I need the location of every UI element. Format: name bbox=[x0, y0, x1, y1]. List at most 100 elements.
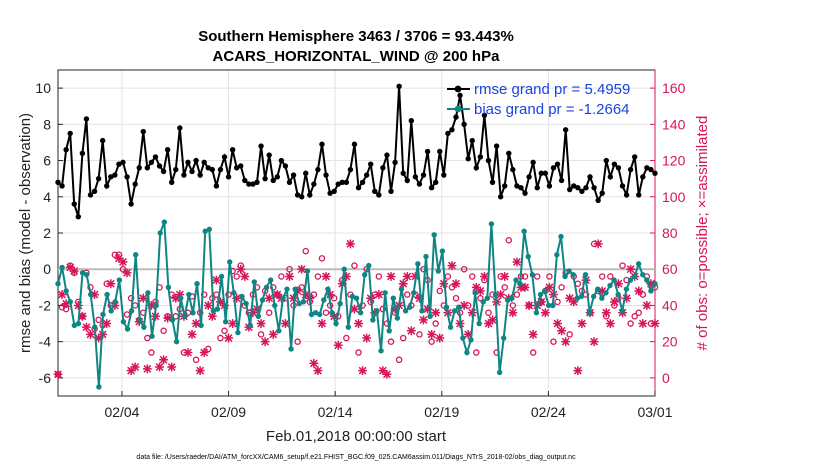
rmse-point bbox=[599, 190, 605, 196]
bias-point bbox=[488, 221, 495, 227]
obs-assimilated-point bbox=[459, 301, 469, 310]
obs-assimilated-point bbox=[605, 319, 615, 328]
obs-assimilated-point bbox=[333, 340, 343, 350]
bias-point bbox=[92, 324, 98, 330]
rmse-point bbox=[538, 170, 544, 176]
obs-possible-point bbox=[505, 236, 513, 244]
obs-assimilated-point bbox=[94, 333, 104, 343]
rmse-point bbox=[603, 157, 609, 164]
bias-point bbox=[267, 277, 274, 283]
rmse-point bbox=[266, 152, 272, 158]
bias-point bbox=[586, 309, 593, 316]
obs-assimilated-point bbox=[435, 333, 445, 343]
bias-point bbox=[554, 252, 560, 258]
rmse-point bbox=[108, 174, 114, 180]
obs-assimilated-point bbox=[573, 366, 583, 376]
bias-point bbox=[456, 304, 462, 310]
rmse-point bbox=[408, 118, 415, 124]
bias-point bbox=[280, 295, 286, 301]
obs-assimilated-point bbox=[138, 293, 148, 303]
obs-assimilated-point bbox=[61, 299, 71, 309]
rmse-point bbox=[140, 128, 146, 135]
obs-assimilated-point bbox=[593, 239, 603, 249]
obs-assimilated-point bbox=[317, 319, 327, 328]
obs-assimilated-point bbox=[224, 333, 233, 343]
bias-point bbox=[243, 300, 249, 307]
rmse-point bbox=[173, 166, 179, 173]
bias-point bbox=[231, 290, 237, 296]
obs-assimilated-point bbox=[122, 268, 132, 278]
obs-assimilated-point bbox=[256, 319, 266, 328]
rmse-point bbox=[619, 183, 626, 189]
x-tick-label: 02/09 bbox=[211, 404, 246, 420]
bias-point bbox=[378, 348, 384, 354]
obs-assimilated-point bbox=[638, 319, 648, 328]
bias-point bbox=[366, 262, 372, 269]
obs-assimilated-point bbox=[281, 319, 290, 328]
obs-possible-point bbox=[404, 291, 411, 298]
bias-point bbox=[619, 308, 625, 314]
obs-assimilated-point bbox=[475, 286, 485, 296]
rmse-point bbox=[87, 192, 94, 198]
bias-point bbox=[227, 259, 233, 265]
bias-point bbox=[390, 295, 397, 301]
rmse-point bbox=[323, 172, 329, 178]
rmse-point bbox=[477, 154, 484, 160]
obs-assimilated-point bbox=[650, 319, 660, 328]
obs-assimilated-point bbox=[467, 308, 477, 318]
obs-possible-point bbox=[278, 273, 285, 280]
obs-possible-point bbox=[221, 327, 228, 335]
bias-point bbox=[296, 300, 302, 307]
rmse-point bbox=[315, 166, 321, 173]
rmse-point bbox=[652, 170, 658, 176]
rmse-point bbox=[148, 159, 155, 166]
obs-assimilated-point bbox=[118, 257, 128, 267]
rmse-point bbox=[400, 170, 406, 176]
obs-possible-point bbox=[318, 255, 326, 262]
bias-point bbox=[411, 290, 417, 296]
bias-point bbox=[96, 384, 102, 390]
rmse-point bbox=[63, 146, 69, 153]
obs-possible-point bbox=[639, 291, 647, 298]
obs-assimilated-point bbox=[520, 282, 530, 292]
rmse-point bbox=[262, 175, 268, 182]
bias-point bbox=[443, 304, 450, 310]
obs-assimilated-point bbox=[293, 286, 303, 296]
bias-point bbox=[272, 302, 278, 309]
obs-assimilated-point bbox=[159, 355, 168, 365]
y-tick-label: 8 bbox=[43, 116, 51, 132]
bias-point bbox=[603, 290, 609, 296]
rmse-point bbox=[376, 192, 382, 198]
bias-point bbox=[476, 320, 482, 327]
obs-assimilated-point bbox=[114, 253, 124, 263]
y2-tick-label: 40 bbox=[662, 297, 678, 313]
y-tick-label: -2 bbox=[39, 297, 52, 313]
bias-point bbox=[541, 288, 548, 294]
bias-point bbox=[218, 273, 225, 280]
bias-point bbox=[75, 320, 82, 327]
obs-assimilated-point bbox=[601, 308, 611, 318]
obs-assimilated-point bbox=[110, 301, 120, 310]
rmse-point bbox=[396, 83, 402, 90]
y-tick-label: -4 bbox=[39, 334, 52, 350]
bias-point bbox=[464, 349, 470, 356]
bias-point bbox=[529, 271, 536, 278]
obs-possible-point bbox=[452, 294, 460, 302]
bias-point bbox=[161, 219, 168, 225]
y2-axis-label: # of obs: o=possible; ×=assimilated bbox=[694, 116, 711, 351]
bias-point bbox=[513, 277, 519, 283]
obs-assimilated-point bbox=[597, 286, 607, 296]
bias-point bbox=[439, 248, 446, 254]
bias-point bbox=[631, 273, 638, 280]
obs-assimilated-point bbox=[622, 293, 631, 303]
rmse-point bbox=[640, 174, 646, 180]
rmse-point bbox=[335, 181, 341, 187]
obs-assimilated-point bbox=[524, 301, 534, 310]
obs-assimilated-point bbox=[451, 279, 461, 289]
bias-point bbox=[116, 277, 123, 283]
rmse-point bbox=[55, 179, 61, 185]
obs-possible-point bbox=[460, 265, 468, 273]
obs-assimilated-point bbox=[480, 272, 489, 281]
bias-point bbox=[190, 309, 196, 316]
bias-point bbox=[169, 317, 176, 323]
